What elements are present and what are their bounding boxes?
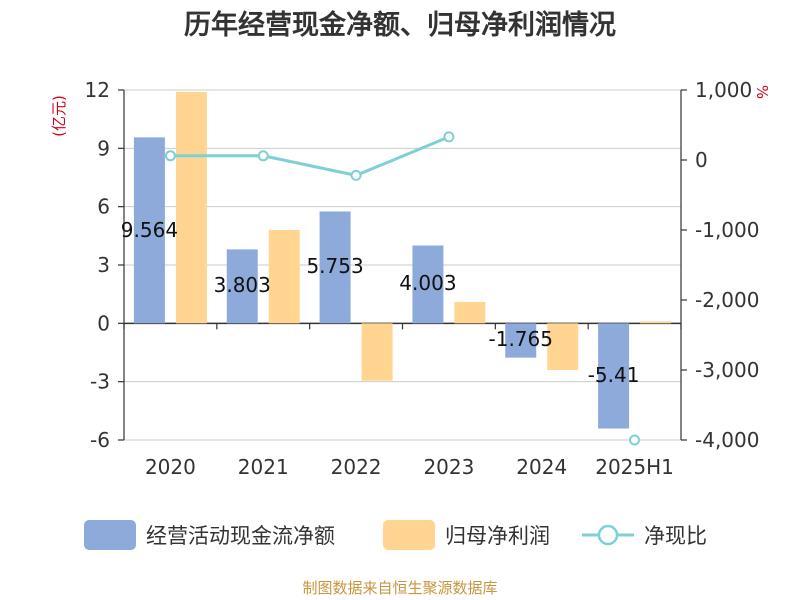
legend: 经营活动现金流净额 归母净利润 净现比 <box>84 520 707 550</box>
left-tick-label: 0 <box>97 311 110 335</box>
legend-item-cashflow[interactable]: 经营活动现金流净额 <box>84 520 335 550</box>
bar-cashflow <box>226 249 258 324</box>
bar-marks <box>133 91 672 429</box>
right-tick-label: -4,000 <box>695 428 759 452</box>
right-tick-label: -3,000 <box>695 358 759 382</box>
bar-profit <box>454 301 486 324</box>
legend-item-ratio[interactable]: 净现比 <box>582 524 707 548</box>
right-axis-unit: % <box>753 85 771 99</box>
category-label: 2023 <box>423 455 474 479</box>
legend-label-ratio: 净现比 <box>644 524 707 548</box>
left-tick-label: -6 <box>90 428 110 452</box>
bar-cashflow <box>319 211 351 324</box>
ratio-point <box>443 131 455 143</box>
left-tick-label: 9 <box>97 136 110 160</box>
gridlines <box>124 89 681 441</box>
left-tick-label: 6 <box>97 195 110 219</box>
category-label: 2024 <box>516 455 567 479</box>
bar-profit <box>268 230 300 324</box>
left-axis-unit: (亿元) <box>50 95 68 137</box>
left-tick-label: 12 <box>85 78 110 102</box>
category-label: 2025H1 <box>595 455 674 479</box>
bar-profit <box>361 323 393 381</box>
right-tick-label: 1,000 <box>695 78 752 102</box>
ratio-point <box>164 150 176 162</box>
data-label-cashflow: 4.003 <box>399 271 456 295</box>
left-tick-label: -3 <box>90 370 110 394</box>
ratio-point <box>257 150 269 162</box>
bar-profit <box>547 323 579 370</box>
data-label-cashflow: 5.753 <box>306 254 363 278</box>
category-label: 2020 <box>145 455 196 479</box>
line-marks <box>166 132 639 444</box>
bar-cashflow <box>133 137 165 324</box>
data-label-cashflow: -1.765 <box>489 327 553 351</box>
legend-label-cashflow: 经营活动现金流净额 <box>146 524 335 548</box>
ratio-point <box>629 434 641 446</box>
left-tick-label: 3 <box>97 253 110 277</box>
bar-profit <box>640 321 672 324</box>
bar-cashflow <box>412 245 444 324</box>
legend-swatch-cashflow <box>84 520 136 550</box>
legend-label-profit: 归母净利润 <box>445 524 550 548</box>
source-note: 制图数据来自恒生聚源数据库 <box>302 579 497 597</box>
legend-marker-ratio <box>597 524 619 546</box>
data-label-cashflow: 3.803 <box>214 273 271 297</box>
ratio-point <box>350 169 362 181</box>
bar-profit <box>175 91 207 324</box>
chart-title: 历年经营现金净额、归母净利润情况 <box>184 9 616 41</box>
axes: 12 9 6 3 0 -3 -6 1,000 0 -1,000 -2,000 -3,000 -4,000… <box>85 78 760 479</box>
right-tick-label: 0 <box>695 148 708 172</box>
category-label: 2021 <box>238 455 289 479</box>
data-label-cashflow: 9.564 <box>121 218 178 242</box>
right-tick-label: -1,000 <box>695 218 759 242</box>
bar-cashflow <box>505 323 537 358</box>
legend-item-profit[interactable]: 归母净利润 <box>383 520 550 550</box>
data-labels: 9.564 3.803 5.753 4.003 -1.765 -5.41 <box>121 218 640 387</box>
right-tick-label: -2,000 <box>695 288 759 312</box>
category-label: 2022 <box>331 455 382 479</box>
legend-swatch-profit <box>383 520 435 550</box>
data-label-cashflow: -5.41 <box>588 363 640 387</box>
bar-cashflow <box>598 323 630 429</box>
